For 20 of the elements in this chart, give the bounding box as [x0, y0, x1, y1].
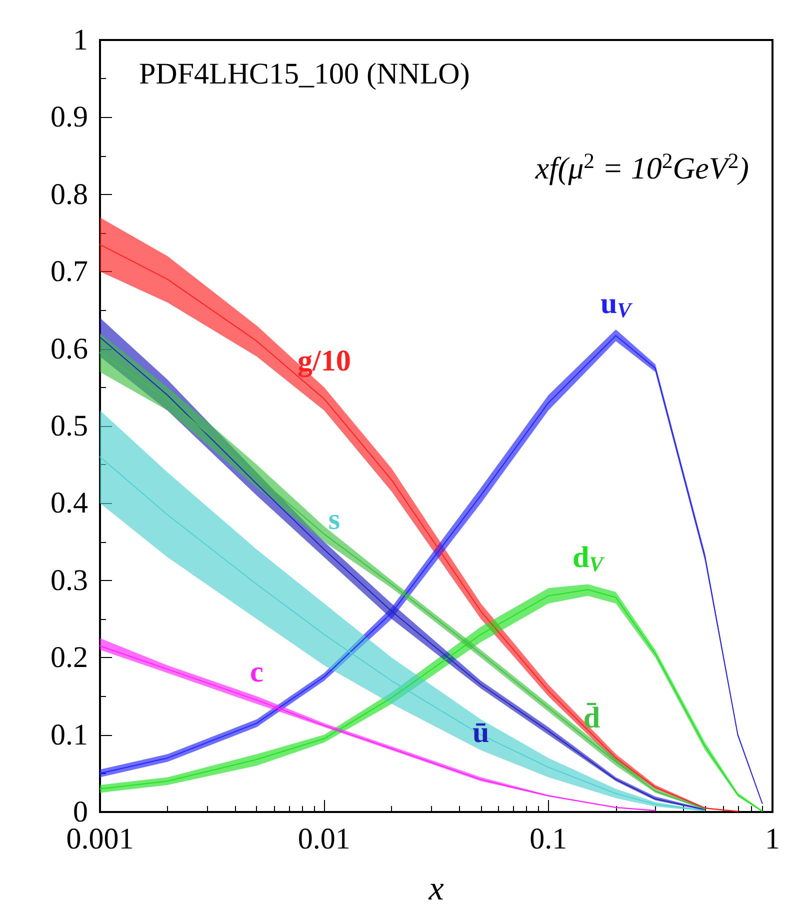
y-tick-label: 0.2 [50, 641, 88, 674]
series-label: g/10 [297, 344, 351, 378]
series-label: c [250, 656, 264, 689]
y-tick-label: 0.9 [50, 100, 88, 134]
series-label: d̄ [583, 701, 600, 734]
y-tick-label: 0.5 [50, 410, 88, 442]
y-tick-label: 0.1 [50, 718, 88, 752]
x-axis-title: x [428, 870, 444, 908]
y-tick-label: 0.3 [50, 564, 88, 597]
text: PDF4LHC15_100 (NNLO) [139, 58, 470, 90]
series-label: ū [472, 716, 490, 750]
y-tick-label: 1 [73, 24, 88, 56]
y-tick-label: 0.8 [50, 178, 88, 211]
y-tick-label: 0.4 [50, 486, 88, 520]
x-tick-label: 0.01 [298, 822, 350, 856]
y-tick-label: 0.7 [50, 255, 88, 288]
y-tick-label: 0.6 [50, 332, 88, 366]
x-tick-label: 1 [765, 822, 780, 856]
x-tick-label: 0.1 [530, 822, 568, 856]
text: s [328, 502, 340, 536]
